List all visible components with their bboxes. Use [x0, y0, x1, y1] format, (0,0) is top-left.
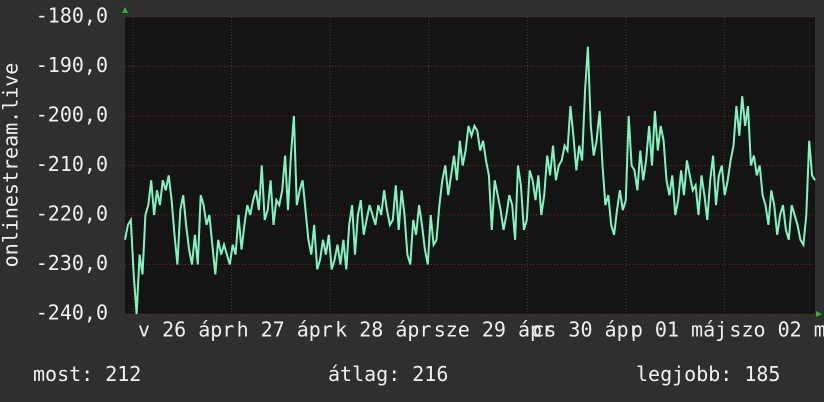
- stat-value: 216: [412, 362, 448, 386]
- y-tick-label: -190,0: [36, 53, 108, 77]
- x-tick-label: h 27 ápr: [237, 318, 333, 342]
- y-tick-label: -230,0: [36, 251, 108, 275]
- x-tick-label: p 01 máj: [631, 318, 727, 342]
- series-line: [124, 46, 816, 315]
- x-tick-label: k 28 ápr: [335, 318, 431, 342]
- axis-arrow: [122, 7, 128, 13]
- y-tick-label: -200,0: [36, 103, 108, 127]
- stat: legjobb: 185: [636, 362, 780, 386]
- x-tick-label: v 26 ápr: [138, 318, 234, 342]
- stat-label: legjobb:: [636, 362, 732, 386]
- stat: most: 212: [33, 362, 141, 386]
- y-tick-label: -210,0: [36, 152, 108, 176]
- y-tick-label: -240,0: [36, 301, 108, 325]
- y-tick-label: -180,0: [36, 4, 108, 28]
- y-tick-label: -220,0: [36, 202, 108, 226]
- stat-label: átlag:: [328, 362, 400, 386]
- stat-label: most:: [33, 362, 93, 386]
- x-tick-label: sze 29 ápr: [434, 318, 554, 342]
- stat-value: 212: [105, 362, 141, 386]
- x-tick-label: szo 02 máj: [729, 318, 824, 342]
- y-axis-label: onlinestream.live: [0, 63, 23, 268]
- axis-arrow: [816, 311, 822, 317]
- stat-value: 185: [744, 362, 780, 386]
- x-tick-label: cs 30 ápr: [532, 318, 640, 342]
- stat: átlag: 216: [328, 362, 448, 386]
